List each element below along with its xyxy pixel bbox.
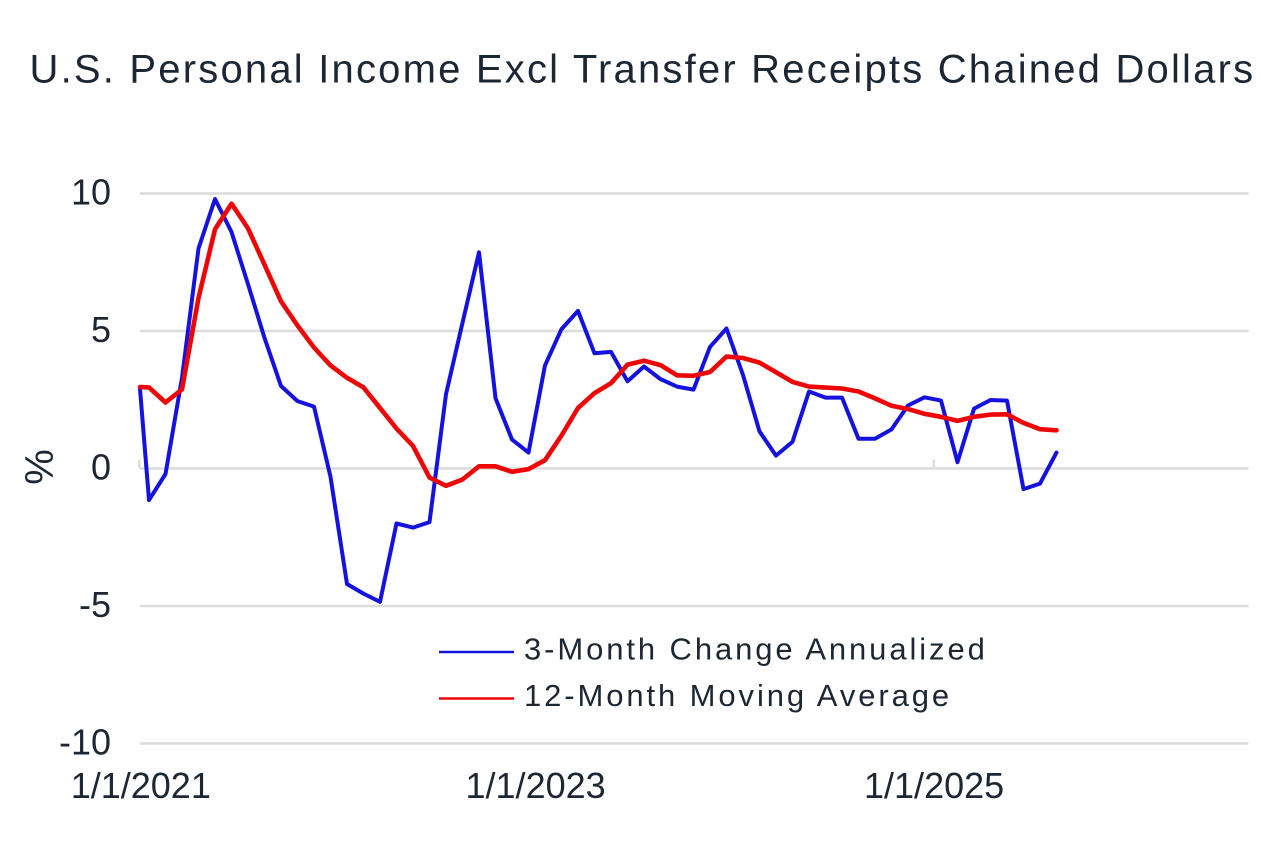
svg-text:-10: -10 [59, 722, 111, 763]
svg-text:0: 0 [91, 447, 111, 488]
svg-text:1/1/2025: 1/1/2025 [864, 765, 1004, 806]
svg-text:3-Month Change Annualized: 3-Month Change Annualized [524, 632, 988, 667]
svg-text:-5: -5 [79, 584, 111, 625]
svg-text:U.S. Personal Income Excl Tran: U.S. Personal Income Excl Transfer Recei… [30, 48, 1256, 92]
svg-text:5: 5 [91, 309, 111, 350]
svg-text:1/1/2023: 1/1/2023 [466, 765, 606, 806]
svg-text:1/1/2021: 1/1/2021 [71, 765, 211, 806]
svg-text:%: % [18, 449, 62, 485]
svg-text:10: 10 [71, 172, 111, 213]
svg-text:12-Month Moving Average: 12-Month Moving Average [524, 678, 952, 713]
